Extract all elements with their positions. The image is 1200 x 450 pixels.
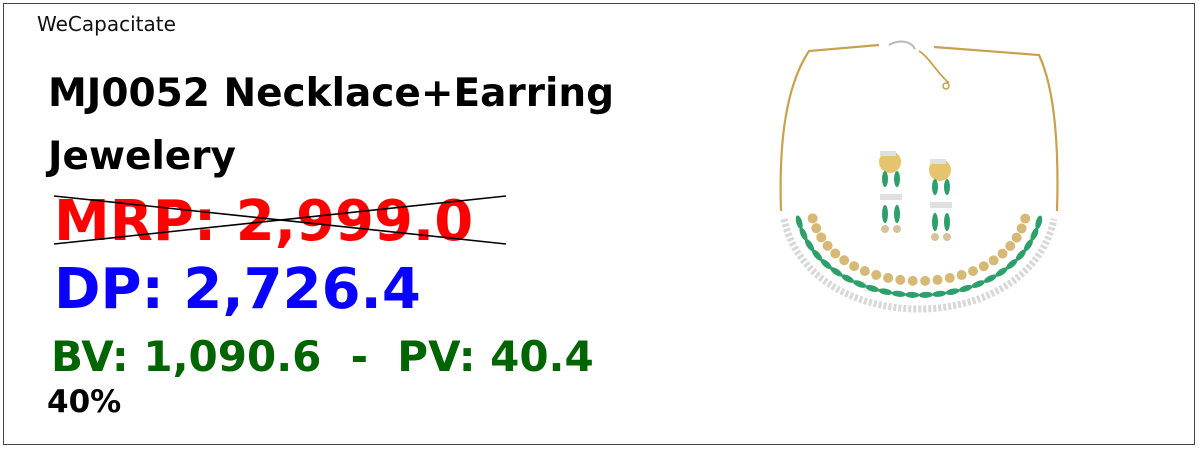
emerald-drop [878, 288, 893, 295]
gold-bead [859, 266, 870, 277]
mrp-price: MRP: 2,999.0 [54, 189, 474, 254]
dp-price: DP: 2,726.4 [54, 257, 421, 322]
gold-bead [811, 223, 822, 234]
gold-bead [807, 213, 818, 224]
emerald-drop [945, 288, 960, 295]
emerald-drop [1015, 249, 1026, 261]
gold-bead [907, 275, 918, 286]
gold-bead [895, 274, 906, 285]
product-card: WeCapacitate MJ0052 Necklace+Earring Jew… [3, 3, 1195, 445]
product-title: MJ0052 Necklace+Earring Jewelery [48, 71, 614, 179]
gold-bead [956, 270, 967, 281]
emerald-drop [971, 280, 985, 288]
gold-bead [849, 261, 860, 272]
brand-name: WeCapacitate [37, 12, 176, 36]
emerald-drop [811, 249, 823, 261]
gold-bead [944, 272, 955, 283]
emerald-drop [918, 291, 933, 298]
bv-pv-values: BV: 1,090.6 - PV: 40.4 [51, 332, 594, 381]
gold-bead [932, 274, 943, 285]
emerald-drop [830, 267, 843, 277]
emerald-drop [1035, 215, 1043, 230]
gold-bead [997, 248, 1008, 259]
gold-bead [1005, 240, 1016, 251]
necklace-earring-icon [779, 40, 1059, 313]
emerald-drop [983, 274, 997, 283]
gold-bead [839, 255, 850, 266]
gold-bead [816, 232, 827, 243]
emerald-drop [1006, 259, 1018, 270]
emerald-drop [905, 291, 920, 298]
gold-bead [830, 248, 841, 259]
gold-bead [988, 255, 999, 266]
emerald-drop [795, 215, 803, 229]
emerald-drop [1030, 227, 1039, 241]
emerald-drop [853, 280, 867, 288]
emerald-drop [995, 267, 1008, 277]
gold-bead [871, 269, 882, 280]
gold-bead [883, 272, 894, 283]
emerald-drop [891, 290, 906, 297]
earring-right [929, 159, 952, 241]
emerald-drop [865, 284, 880, 292]
emerald-drop [958, 284, 973, 292]
emerald-drop [799, 227, 808, 241]
gold-bead [967, 266, 978, 277]
gold-bead [1011, 232, 1022, 243]
gold-bead [1020, 213, 1031, 224]
earring-left [879, 151, 902, 233]
emerald-drop [932, 290, 947, 297]
gold-bead [1016, 223, 1027, 234]
emerald-drop [804, 238, 815, 252]
emerald-drop [820, 258, 832, 270]
emerald-drop [841, 274, 855, 283]
gold-bead [978, 261, 989, 272]
gold-bead [920, 275, 931, 286]
discount-percent: 40% [47, 384, 122, 420]
gold-bead [822, 240, 833, 251]
emerald-drop [1023, 239, 1033, 252]
